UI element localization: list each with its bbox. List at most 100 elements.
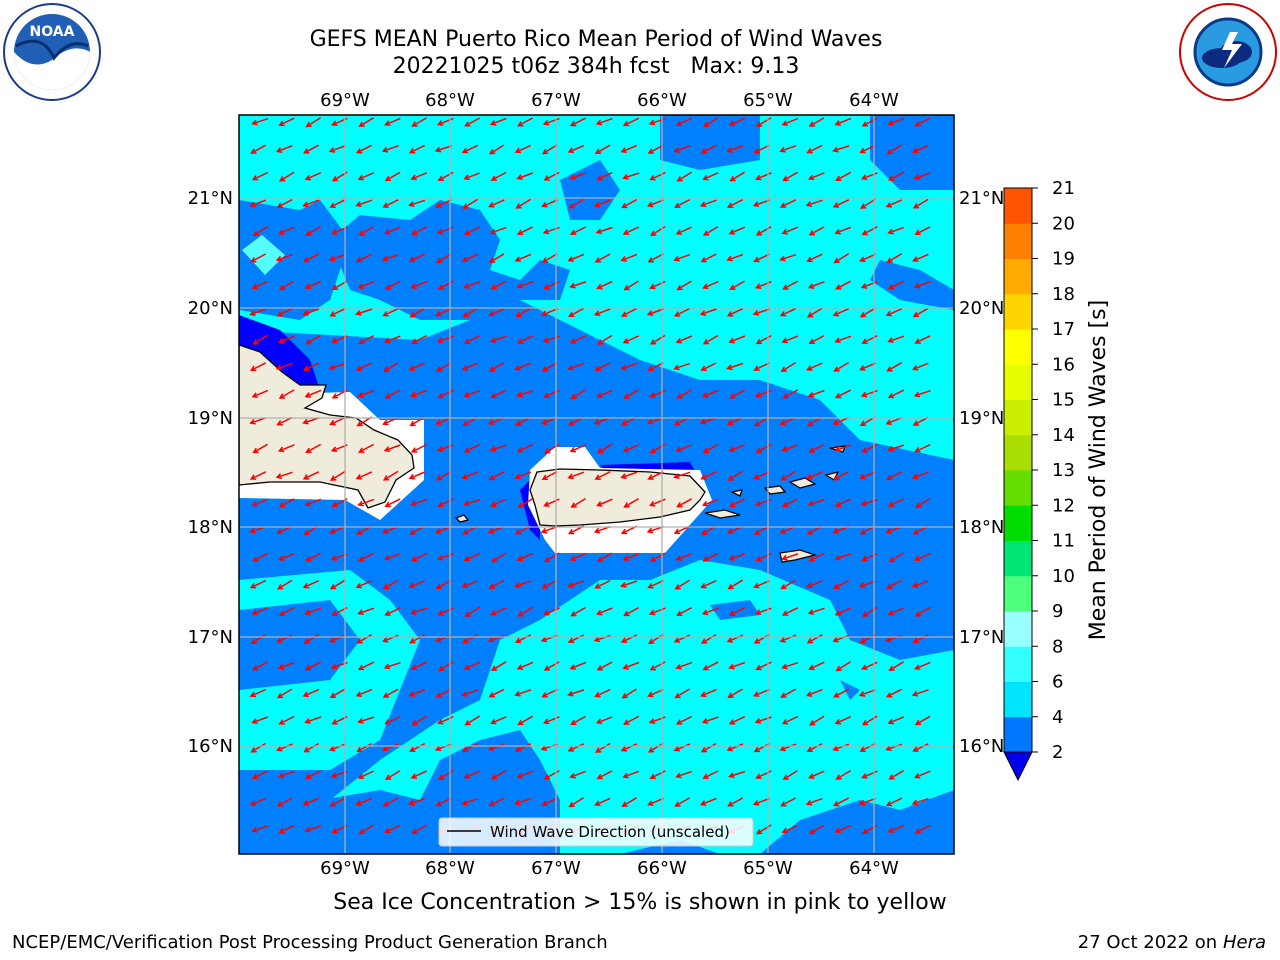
wind-wave-arrow (515, 198, 531, 209)
wind-wave-arrow (676, 171, 692, 182)
wind-wave-arrow (675, 552, 693, 561)
wind-wave-arrow (887, 716, 905, 725)
wind-wave-arrow (594, 797, 611, 807)
wind-wave-arrow (355, 253, 373, 263)
colorbar-segments (1004, 188, 1032, 753)
wind-wave-arrow (700, 580, 717, 589)
wind-wave-arrow (808, 770, 825, 779)
wind-wave-arrow (542, 716, 560, 725)
wind-wave-arrow (594, 688, 611, 698)
wind-wave-arrow (861, 335, 878, 344)
colorbar-tick-label: 4 (1052, 707, 1063, 728)
wind-wave-arrow (859, 198, 876, 209)
wind-wave-arrow (275, 362, 293, 371)
wind-wave-arrow (434, 634, 452, 643)
wind-wave-arrow (779, 199, 797, 208)
wind-wave-arrow (517, 606, 533, 617)
wind-wave-arrow (647, 633, 664, 645)
wind-wave-arrow (887, 389, 905, 399)
wind-wave-arrow (647, 253, 664, 263)
wind-wave-arrow (860, 281, 878, 289)
land-areas (239, 344, 846, 563)
wind-wave-arrow (622, 444, 640, 453)
wind-wave-arrow (302, 253, 320, 263)
wind-wave-arrow (461, 580, 479, 589)
wind-wave-arrow (675, 661, 693, 670)
wind-wave-arrow (673, 253, 691, 262)
wind-wave-arrow (277, 661, 295, 670)
wind-wave-arrow (410, 334, 428, 345)
wind-wave-arrow (911, 471, 929, 480)
wind-wave-arrow (675, 226, 693, 235)
wind-wave-arrow (702, 172, 719, 181)
wind-wave-arrow (648, 498, 666, 507)
wind-wave-arrow (383, 335, 401, 344)
wind-wave-arrow (834, 824, 852, 834)
wind-wave-arrow (700, 688, 717, 698)
wind-wave-arrow (464, 715, 480, 726)
wind-wave-arrow (408, 144, 426, 154)
wind-wave-arrow (834, 389, 852, 399)
wind-wave-arrow (275, 144, 293, 153)
wind-wave-arrow (278, 606, 295, 617)
wind-wave-arrow (779, 145, 797, 153)
wind-wave-arrow (913, 389, 931, 398)
wind-wave-arrow (381, 145, 399, 153)
wind-wave-arrow (358, 226, 374, 236)
wind-wave-arrow (860, 498, 878, 507)
wind-wave-arrow (490, 716, 507, 725)
wind-wave-arrow (249, 797, 267, 806)
wind-wave-arrow (384, 607, 401, 616)
wind-wave-arrow (888, 552, 904, 563)
wind-wave-arrow (543, 389, 560, 399)
wind-wave-arrow (835, 769, 851, 780)
wind-wave-arrow (595, 117, 613, 126)
wind-wave-arrow (649, 770, 666, 780)
wind-wave-arrow (355, 688, 373, 698)
wind-wave-arrow (328, 362, 346, 371)
wind-wave-arrow (357, 498, 375, 507)
wind-wave-arrow (437, 171, 454, 181)
wind-wave-arrow (463, 281, 481, 289)
wind-wave-arrow (489, 226, 507, 235)
wind-wave-arrow (914, 824, 931, 834)
wind-wave-arrow (381, 634, 399, 643)
wind-wave-arrow (833, 253, 849, 264)
wind-wave-arrow (912, 743, 929, 752)
wind-wave-arrow (648, 607, 666, 616)
wind-wave-arrow (755, 552, 772, 562)
wind-wave-arrow (355, 471, 373, 480)
wind-wave-arrow (570, 715, 587, 725)
wind-wave-arrow (276, 634, 293, 643)
wind-wave-arrow (278, 389, 295, 399)
wind-wave-arrow (779, 634, 797, 643)
wind-wave-arrow (620, 743, 638, 752)
wind-wave-arrow (622, 715, 640, 725)
colorbar-segment (1004, 646, 1032, 682)
wind-wave-arrow (886, 144, 902, 155)
wind-wave-arrow (251, 607, 269, 616)
wind-wave-arrow (593, 417, 611, 425)
wind-wave-arrow (249, 417, 267, 425)
wind-wave-arrow (382, 199, 399, 208)
wind-wave-arrow (382, 688, 399, 698)
lat-label: 18°N (959, 517, 1004, 538)
wind-wave-arrow (806, 634, 823, 644)
nws-logo (1179, 3, 1277, 101)
wind-wave-arrow (914, 606, 931, 617)
colorbar-tick-label: 20 (1052, 213, 1075, 234)
wind-wave-arrow (699, 308, 717, 316)
wind-wave-arrow (542, 335, 560, 343)
wind-wave-arrow (912, 634, 929, 644)
wind-wave-arrow (567, 743, 585, 752)
wind-wave-arrow (541, 362, 558, 372)
wind-wave-arrow (275, 253, 293, 262)
wind-wave-arrow (859, 144, 876, 154)
wind-wave-arrow (914, 497, 931, 509)
wind-wave-arrow (779, 253, 797, 262)
wind-wave-arrow (516, 172, 534, 181)
wind-wave-arrow (753, 634, 770, 644)
wind-wave-arrow (861, 552, 878, 562)
wind-wave-arrow (780, 688, 797, 698)
wind-wave-arrow (912, 253, 929, 262)
